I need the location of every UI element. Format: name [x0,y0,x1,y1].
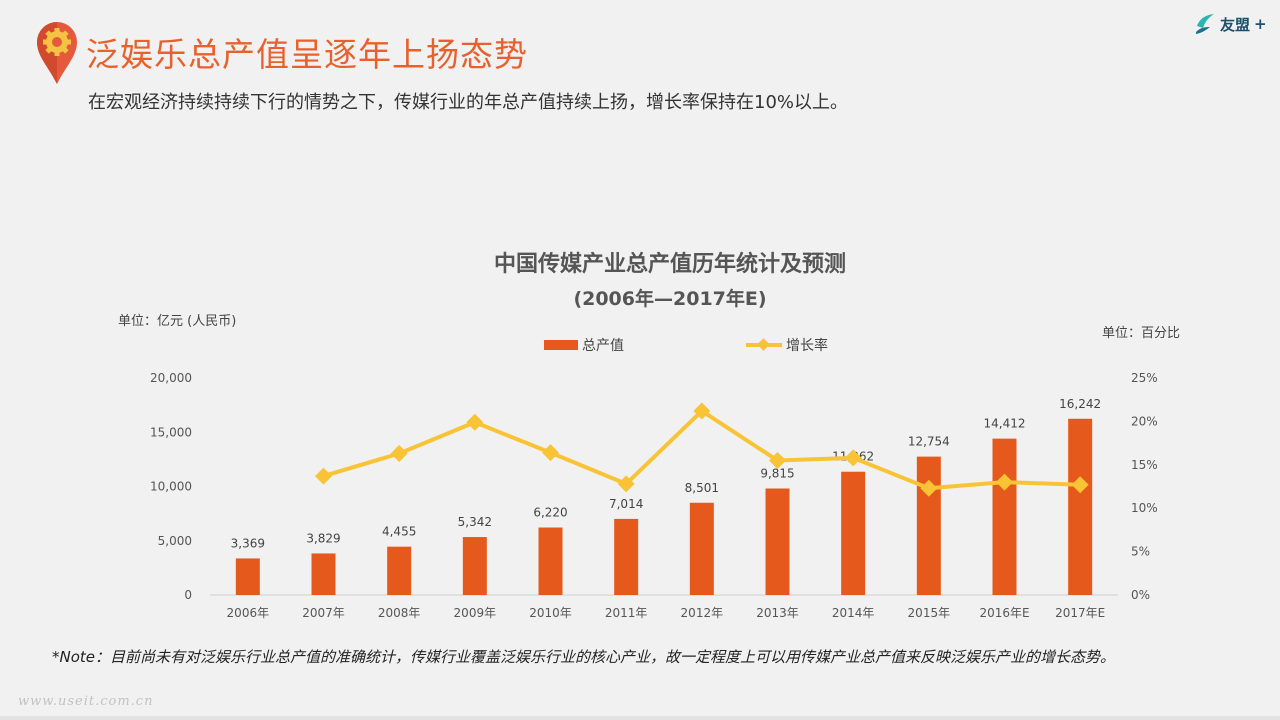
bar-value-label: 3,829 [306,531,340,545]
right-axis-unit: 单位：百分比 [1102,326,1181,341]
umeng-logo-icon [1196,14,1214,34]
growth-rate-marker [844,449,862,467]
bar-value-label: 5,342 [458,515,492,529]
brand-name: 友盟 [1220,15,1251,34]
y-right-tick-label: 25% [1131,371,1158,385]
bar-value-label: 16,242 [1059,397,1101,411]
growth-rate-marker [542,444,559,462]
bar [841,471,866,595]
legend-label-total: 总产值 [582,338,624,354]
y-left-tick-label: 0 [184,588,192,602]
growth-rate-marker [996,473,1013,491]
legend-item-bar: 总产值 [544,335,624,355]
page-subtitle: 在宏观经济持续持续下行的情势之下，传媒行业的年总产值持续上扬，增长率保持在10%… [88,92,849,113]
growth-rate-marker [315,467,332,485]
growth-rate-marker [693,402,711,420]
chart-title: 中国传媒产业总产值历年统计及预测 [493,252,846,277]
growth-rate-line [322,408,1081,491]
y-left-tick-label: 15,000 [150,425,192,439]
bar [235,558,260,595]
bar [538,527,563,595]
chart-legend: 总产值 增长率 [544,335,828,355]
x-tick-label: 2015年 [908,606,951,620]
x-tick-label: 2008年 [378,606,421,620]
growth-rate-marker [390,445,408,463]
bar-value-label: 6,220 [533,506,567,520]
x-tick-label: 2010年 [529,606,572,620]
x-tick-label: 2007年 [302,606,345,620]
chart-subtitle: (2006年—2017年E) [573,288,767,310]
map-pin-gear-icon [34,20,80,86]
x-tick-label: 2013年 [756,606,799,620]
bar [992,438,1017,595]
bar-value-label: 3,369 [231,536,265,550]
legend-bar-swatch [544,340,578,350]
bottom-divider [0,716,1280,720]
bar [689,502,714,595]
x-tick-label: 2006年 [227,606,270,620]
x-tick-label: 2016年E [979,606,1029,620]
left-axis-unit: 单位：亿元 (人民币) [118,314,237,329]
x-tick-label: 2014年 [832,606,875,620]
brand-logo: 友盟 + [1194,10,1267,38]
y-right-tick-label: 0% [1131,588,1150,602]
bar-value-label: 12,754 [908,435,950,449]
growth-rate-marker [920,479,938,497]
bar [462,537,487,595]
y-right-tick-label: 15% [1131,458,1158,472]
y-left-tick-label: 20,000 [150,371,192,385]
bar-value-label: 4,455 [382,525,416,539]
bar [614,518,639,595]
bar [1068,418,1093,595]
legend-line-swatch [746,338,782,351]
growth-rate-marker [769,451,786,469]
legend-item-line: 增长率 [746,335,828,355]
watermark: www.useit.com.cn [18,694,154,709]
bar [916,456,941,595]
bar [387,546,412,595]
x-tick-label: 2012年 [681,606,724,620]
x-tick-label: 2009年 [454,606,497,620]
x-tick-label: 2011年 [605,606,648,620]
brand-plus: + [1254,15,1267,33]
y-right-tick-label: 10% [1131,501,1158,515]
x-tick-label: 2017年E [1055,606,1105,620]
y-left-tick-label: 10,000 [150,480,192,494]
bar [311,553,336,595]
bar-value-label: 14,412 [984,417,1026,431]
growth-rate-marker [466,413,484,431]
y-right-tick-label: 5% [1131,545,1150,559]
y-right-tick-label: 20% [1131,414,1158,428]
y-left-tick-label: 5,000 [158,534,192,548]
footnote: *Note：目前尚未有对泛娱乐行业总产值的准确统计，传媒行业覆盖泛娱乐行业的核心… [52,648,1116,666]
bar-value-label: 7,014 [609,497,643,511]
page-title: 泛娱乐总产值呈逐年上扬态势 [86,35,528,74]
legend-label-growth: 增长率 [786,338,828,354]
bar [765,488,790,595]
bar-value-label: 9,815 [760,467,794,481]
bar-value-label: 8,501 [685,481,719,495]
growth-rate-marker [617,475,635,493]
